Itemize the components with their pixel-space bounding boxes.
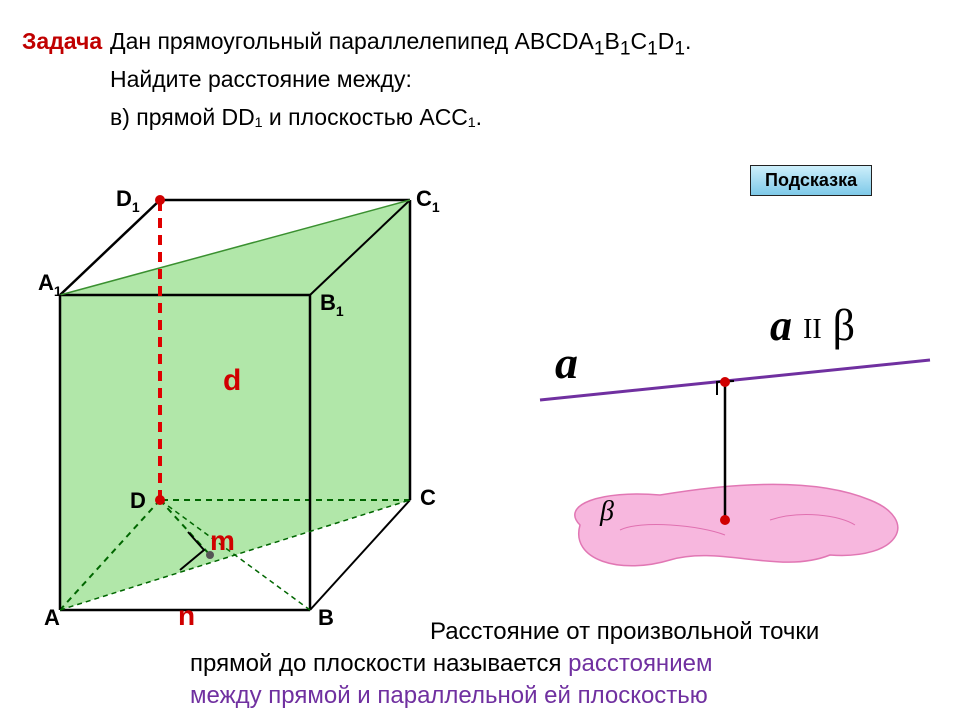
label-A1: A1 <box>38 270 62 299</box>
line-a <box>540 360 930 400</box>
label-C1: C1 <box>416 186 440 215</box>
plane-blob <box>575 484 898 565</box>
definition-line1: Расстояние от произвольной точки <box>430 618 819 646</box>
problem-line2: Найдите расстояние между: <box>110 66 412 93</box>
formula-parallel: a II β <box>770 300 855 351</box>
label-C: C <box>420 485 436 510</box>
mini-label-beta: β <box>599 496 614 527</box>
definition-line2: прямой до плоскости называется расстояни… <box>190 650 712 678</box>
label-D1: D1 <box>116 186 140 215</box>
task-label: Задача <box>22 28 102 54</box>
label-B1: B1 <box>320 290 344 319</box>
label-B: B <box>318 605 334 630</box>
label-n: n <box>178 600 195 631</box>
label-D: D <box>130 488 146 513</box>
label-A: A <box>44 605 60 630</box>
problem-line1: Дан прямоугольный параллелепипед ABCDA1B… <box>110 28 691 61</box>
definition-line3: между прямой и параллельной ей плоскость… <box>190 682 708 710</box>
hint-button[interactable]: Подсказка <box>750 165 872 196</box>
label-m: m <box>210 525 235 556</box>
label-d: d <box>223 364 241 397</box>
mini-label-a: a <box>555 337 578 388</box>
problem-line3: в) прямой DD₁ и плоскостью ACC₁. <box>110 104 482 131</box>
